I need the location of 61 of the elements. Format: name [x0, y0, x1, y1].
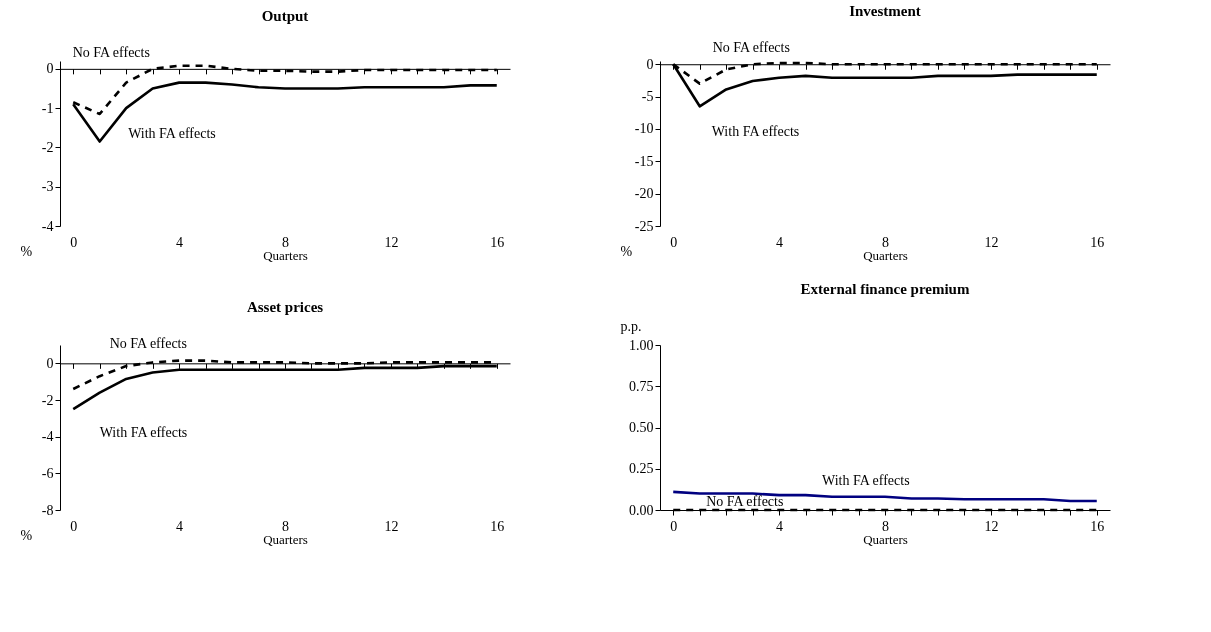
series-label: With FA effects	[711, 124, 800, 140]
y-tick-label: 0.25	[629, 461, 654, 477]
series-label: No FA effects	[712, 40, 790, 56]
y-axis-title: %	[620, 243, 633, 259]
y-tick-label: -20	[634, 186, 654, 202]
x-tick-label: 12	[384, 234, 399, 250]
chart-title: Investment	[849, 3, 921, 20]
chart-title: External finance premium	[800, 281, 970, 297]
x-tick-label: 8	[882, 518, 889, 534]
y-tick-label: 0.75	[629, 378, 654, 394]
y-tick-label: 0.50	[629, 420, 654, 435]
y-tick-label: -4	[41, 218, 54, 234]
y-tick-label: 0	[46, 61, 54, 77]
x-tick-label: 4	[776, 234, 784, 250]
x-tick-label: 0	[670, 234, 678, 250]
y-tick-label: 0.00	[629, 502, 654, 518]
y-tick-label: -8	[41, 502, 54, 518]
y-tick-label: -5	[641, 89, 654, 105]
x-tick-label: 12	[384, 518, 399, 534]
x-tick-label: 16	[490, 234, 505, 250]
x-tick-label: 8	[882, 234, 889, 250]
x-tick-label: 12	[984, 518, 999, 534]
x-axis-title: Quarters	[863, 531, 908, 547]
chart-title: Output	[261, 7, 309, 24]
y-axis-title: %	[20, 243, 33, 259]
x-tick-label: 0	[670, 518, 678, 534]
y-axis-title: %	[20, 527, 33, 543]
y-tick-label: -4	[41, 429, 54, 445]
y-tick-label: -1	[41, 100, 54, 116]
x-tick-label: 16	[1090, 234, 1105, 250]
x-tick-label: 4	[176, 518, 184, 534]
y-tick-label: -3	[41, 179, 54, 195]
y-tick-label: -25	[634, 218, 654, 234]
x-tick-label: 16	[1090, 518, 1105, 534]
x-tick-label: 8	[282, 518, 289, 534]
x-tick-label: 4	[776, 518, 784, 534]
y-tick-label: 0	[646, 56, 654, 72]
series-label: With FA effects	[128, 126, 216, 142]
y-tick-label: -10	[634, 121, 654, 137]
y-tick-label: 0	[46, 355, 54, 371]
y-tick-label: -2	[41, 139, 54, 155]
y-axis-title: p.p.	[620, 318, 642, 334]
chart-title: Asset prices	[246, 299, 324, 316]
x-axis-title: Quarters	[263, 247, 308, 263]
x-tick-label: 0	[70, 234, 78, 250]
y-tick-label: -2	[41, 392, 54, 408]
x-tick-label: 16	[490, 518, 505, 534]
x-axis-title: Quarters	[863, 247, 908, 263]
series-label: No FA effects	[72, 44, 150, 60]
y-tick-label: -6	[41, 465, 54, 481]
x-axis-title: Quarters	[263, 531, 308, 547]
x-tick-label: 4	[176, 234, 184, 250]
y-tick-label: -15	[634, 153, 654, 169]
x-tick-label: 8	[282, 234, 289, 250]
series-label: No FA effects	[706, 494, 784, 509]
series-label: With FA effects	[99, 424, 188, 440]
x-tick-label: 12	[984, 234, 999, 250]
series-label: With FA effects	[822, 472, 910, 488]
series-label: No FA effects	[109, 336, 187, 352]
x-tick-label: 0	[70, 518, 78, 534]
y-tick-label: 1.00	[629, 337, 654, 353]
